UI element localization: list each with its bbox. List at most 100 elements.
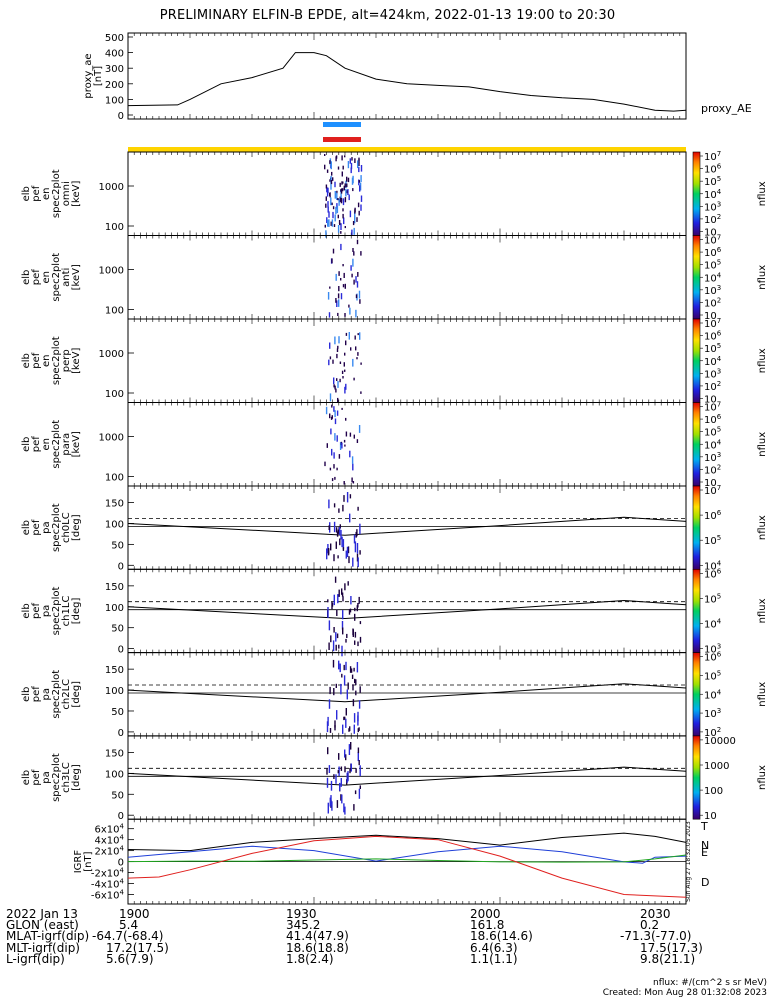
pitch-pixel — [358, 727, 360, 731]
pitch-pixel — [349, 494, 352, 499]
spectrum-pixel — [336, 192, 338, 200]
pitch-pixel — [335, 644, 337, 651]
pitch-pixel — [350, 763, 352, 772]
spectrum-pixel — [343, 362, 345, 367]
pitch-pixel — [339, 663, 341, 673]
spectrum-pixel — [345, 431, 348, 437]
spectrum-pixel — [341, 188, 344, 192]
footer-val: 18.6(14.6) — [470, 929, 533, 944]
spectrum-pixel — [331, 448, 333, 456]
pitch-pixel — [342, 724, 344, 734]
spectrum-ylabel-3-line: pef — [31, 436, 42, 453]
spectrum-pixel — [352, 221, 355, 226]
pitch-pixel — [334, 576, 337, 583]
spectrum-pixel — [358, 425, 361, 433]
pitch-pixel — [357, 506, 359, 511]
pitch-panel-1-cb-tick-label: 106 — [704, 567, 722, 580]
spectrum-pixel — [330, 197, 332, 206]
spectrum-pixel — [340, 243, 342, 251]
spectrum-ylabel-2-line: perp — [61, 349, 72, 372]
proxy-ae-ytick-label: 0 — [118, 111, 124, 122]
spectrum-pixel — [328, 312, 331, 318]
igrf-legend-D: D — [701, 876, 709, 889]
spectrum-panel-1-cb-label: nflux — [757, 265, 768, 290]
spectrum-pixel — [334, 476, 336, 480]
spectrum-pixel — [331, 202, 333, 206]
spectrum-pixel — [356, 357, 358, 360]
igrf-legend-N: N — [701, 839, 709, 852]
spectrum-pixel — [334, 418, 337, 425]
pitch-ylabel-1-line: pef — [31, 602, 42, 619]
proxy-ae-ytick-label: 500 — [105, 33, 124, 44]
spectrum-pixel — [331, 219, 334, 227]
igrf-series-T — [127, 832, 687, 852]
spectrum-pixel — [329, 286, 331, 289]
spectrum-ylabel-3-line: en — [41, 438, 52, 451]
pitch-ylabel-1-line: spec2plot — [51, 587, 62, 636]
pitch-pixel — [350, 742, 352, 750]
spectrum-pixel — [328, 211, 330, 218]
spectrum-pixel — [335, 298, 337, 303]
spectrum-pixel — [352, 188, 354, 192]
spectrum-panel-3-cb-tick-label: 105 — [704, 426, 721, 439]
spectrum-panel-1-colorbar — [692, 235, 701, 320]
pitch-panel-1-cb-tick-label: 104 — [704, 618, 722, 631]
spectrum-pixel — [338, 299, 340, 307]
pitch-ytick-label: 50 — [111, 540, 124, 551]
spectrum-pixel — [342, 198, 345, 206]
pitch-pixel — [327, 548, 330, 555]
igrf-side-text-content: Sun Aug 27 18:32:05 2023 — [685, 821, 692, 902]
pitch-panel-3-cb-tick-label: 10 — [704, 811, 717, 822]
spectrum-pixel — [328, 219, 330, 227]
spectrum-pixel — [357, 272, 359, 277]
spectrum-pixel — [343, 185, 345, 191]
pitch-pixel — [348, 728, 350, 732]
footer-row-l: L-igrf(dip) 5.6(7.9) 1.8(2.4) 1.1(1.1) 9… — [6, 953, 766, 965]
spectrum-pixel — [330, 416, 333, 420]
spectrum-pixel — [339, 442, 342, 450]
spectrum-pixel — [349, 307, 351, 315]
spectrum-pixel — [351, 456, 354, 464]
spectrum-ylabel-1-line: [keV] — [71, 264, 82, 290]
spectrum-pixel — [338, 286, 340, 292]
spectrum-ylabel-3-line: para — [61, 433, 72, 456]
pitch-pixel — [342, 596, 344, 602]
pitch-ylabel-3-line: spec2plot — [51, 753, 62, 802]
pitch-pixel — [357, 747, 360, 754]
spectrum-pixel — [352, 248, 354, 252]
pitch-pixel — [345, 550, 347, 559]
spectrum-pixel — [352, 358, 354, 367]
pitch-pixel — [340, 794, 342, 801]
pitch-pixel — [344, 749, 346, 758]
spectrum-pixel — [334, 214, 336, 222]
spectrum-ytick-label: 1000 — [99, 349, 124, 360]
spectrum-panel-2-cb-tick-label: 104 — [704, 355, 722, 368]
pitch-panel-3-cb-label: nflux — [757, 765, 768, 790]
spectrum-pixel — [340, 188, 343, 194]
pitch-pixel — [342, 610, 344, 620]
proxy-ae-ytick-label: 200 — [105, 80, 124, 91]
pitch-ylabel-0-line: elb — [21, 520, 32, 535]
pitch-pixel — [353, 724, 355, 734]
spectrum-pixel — [354, 209, 356, 214]
footer-val: 2000 — [470, 907, 501, 921]
pitch-pixel — [338, 508, 340, 513]
pitch-pixel — [342, 627, 344, 635]
spectrum-ylabel-3: elb pef en spec2plot para [keV] — [21, 420, 82, 469]
pitch-pixel — [328, 699, 331, 709]
pitch-pixel — [359, 785, 361, 789]
pitch-pixel — [343, 716, 345, 721]
spectrum-panel-1-cb-tick-label: 104 — [704, 271, 722, 284]
spectrum-panel-3-colorbar — [692, 402, 701, 487]
spectrum-pixel — [352, 481, 355, 484]
spectrum-pixel — [327, 187, 329, 194]
spectrum-pixel — [360, 195, 363, 202]
pitch-pixel — [339, 782, 341, 791]
spectrum-pixel — [359, 182, 362, 191]
spectrum-pixel — [325, 203, 327, 208]
spectrum-pixel — [344, 444, 346, 447]
spectrum-pixel — [332, 211, 334, 219]
pitch-pixel — [338, 644, 340, 649]
spectrum-pixel — [357, 202, 360, 208]
pitch-pixel — [355, 768, 357, 773]
